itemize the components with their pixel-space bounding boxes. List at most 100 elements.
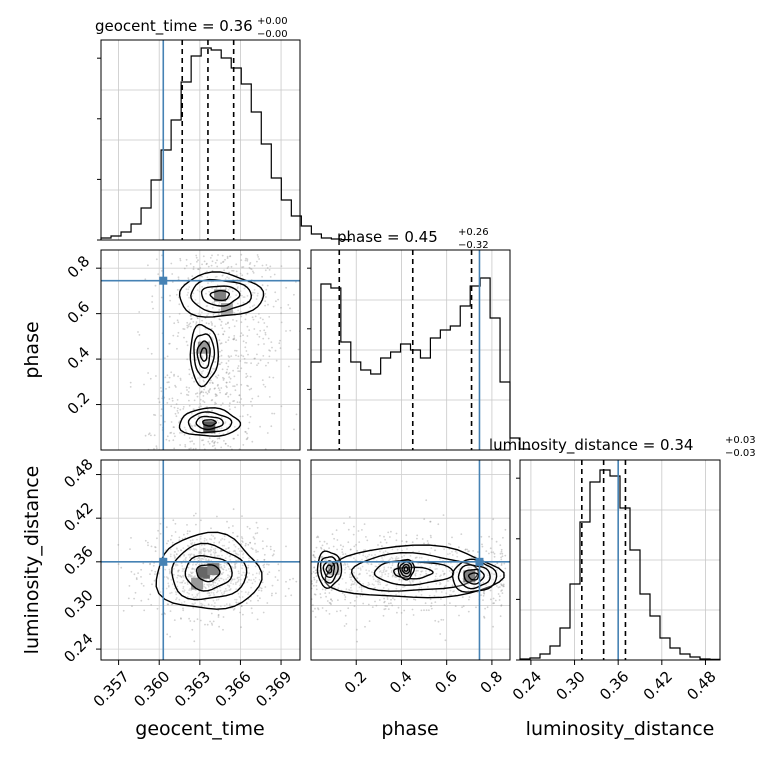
sample-point <box>209 584 212 586</box>
sample-point <box>353 545 356 548</box>
sample-point <box>210 591 213 594</box>
sample-point <box>207 584 210 587</box>
sample-point <box>211 440 214 442</box>
sample-point <box>493 573 496 576</box>
sample-point <box>206 409 209 411</box>
sample-point <box>314 607 316 610</box>
sample-point <box>244 259 247 262</box>
sample-point <box>384 573 387 576</box>
sample-point <box>438 564 441 567</box>
sample-point <box>440 591 443 593</box>
sample-point <box>222 616 225 618</box>
sample-point <box>232 437 235 440</box>
sample-point <box>223 269 226 272</box>
sample-point <box>500 564 503 566</box>
sample-point <box>496 569 498 571</box>
contour-line <box>184 554 233 592</box>
sample-point <box>430 602 433 605</box>
sample-point <box>220 446 223 449</box>
sample-point <box>387 608 390 610</box>
x-tick-label: 0.360 <box>130 668 173 711</box>
sample-point <box>227 339 230 341</box>
sample-point <box>185 340 188 343</box>
sample-point <box>390 598 392 601</box>
sample-point <box>224 442 227 445</box>
sample-point <box>210 328 213 330</box>
sample-point <box>359 595 362 597</box>
sample-point <box>168 386 171 389</box>
sample-point <box>222 261 224 263</box>
sample-point <box>367 563 370 565</box>
sample-point <box>202 400 205 402</box>
sample-point <box>367 603 370 606</box>
sample-point <box>185 258 188 261</box>
sample-point <box>209 538 211 540</box>
truth-marker <box>159 557 168 566</box>
sample-point <box>318 569 321 572</box>
sample-point <box>336 610 338 613</box>
sample-point <box>491 538 493 540</box>
sample-point <box>205 587 207 590</box>
sample-point <box>416 534 419 537</box>
sample-point <box>243 296 246 298</box>
sample-point <box>229 287 231 290</box>
sample-point <box>344 596 347 598</box>
sample-point <box>250 362 253 365</box>
sample-point <box>315 584 318 587</box>
sample-point <box>172 573 175 576</box>
sample-point <box>196 593 199 596</box>
sample-point <box>206 549 209 551</box>
sample-point <box>258 258 260 260</box>
sample-point <box>248 263 251 265</box>
sample-point <box>194 417 196 420</box>
sample-point <box>192 568 195 570</box>
sample-point <box>173 551 176 553</box>
sample-point <box>451 554 454 556</box>
sample-point <box>223 592 226 595</box>
sample-point <box>223 440 225 442</box>
sample-point <box>274 349 277 352</box>
sample-point <box>262 383 265 386</box>
hist-luminosity_distance <box>516 460 721 661</box>
sample-point <box>232 508 235 511</box>
sample-point <box>198 290 201 293</box>
sample-point <box>169 570 172 572</box>
sample-point <box>263 322 266 324</box>
sample-point <box>226 392 228 394</box>
sample-point <box>191 295 194 297</box>
sample-point <box>130 537 132 539</box>
sample-point <box>188 545 191 548</box>
sample-point <box>147 347 149 350</box>
sample-point <box>224 590 227 592</box>
sample-point <box>216 590 219 593</box>
sample-point <box>185 264 188 267</box>
sample-point <box>241 415 244 418</box>
sample-point <box>234 583 237 586</box>
sample-point <box>190 572 193 575</box>
contour-line <box>195 564 221 583</box>
sample-point <box>225 393 228 395</box>
sample-point <box>332 545 335 548</box>
sample-point <box>493 555 496 558</box>
sample-point <box>271 346 273 349</box>
sample-point <box>208 592 211 594</box>
sample-point <box>140 582 143 585</box>
sample-point <box>502 584 505 587</box>
sample-point <box>244 318 247 321</box>
sample-point <box>252 291 254 294</box>
sample-point <box>271 554 274 557</box>
sample-point <box>207 604 210 606</box>
sample-point <box>253 292 256 294</box>
sample-point <box>263 563 266 566</box>
sample-point <box>214 537 216 539</box>
sample-point <box>348 568 351 570</box>
sample-point <box>226 590 228 592</box>
sample-point <box>193 424 196 427</box>
sample-point <box>401 540 403 542</box>
sample-point <box>192 292 195 295</box>
sample-point <box>197 268 199 271</box>
sample-point <box>182 408 185 410</box>
sample-point <box>226 386 228 389</box>
sample-point <box>209 257 212 259</box>
sample-point <box>214 549 217 552</box>
